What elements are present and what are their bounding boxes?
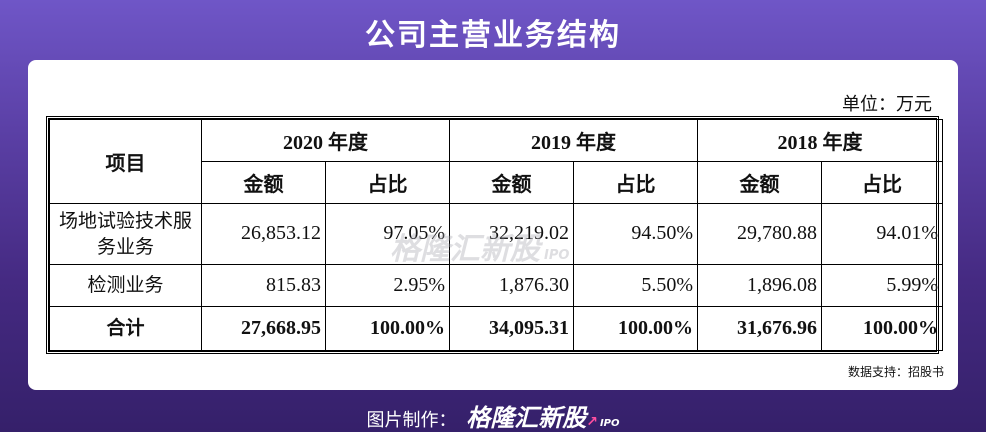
row-name: 合计: [49, 305, 202, 352]
footer-label: 图片制作：: [366, 410, 457, 431]
header-ratio: 占比: [821, 161, 943, 205]
cell-value: 27,668.95: [201, 305, 326, 352]
cell-value: 97.05%: [325, 203, 450, 265]
footer-brand-logo: 格隆汇新股↗ IPO: [466, 404, 619, 432]
header-year-2019: 2019 年度: [449, 118, 698, 163]
footer-brand: 格隆汇新股: [466, 404, 587, 432]
row-name: 场地试验技术服务业务: [49, 203, 202, 265]
row-name: 检测业务: [49, 263, 202, 307]
cell-value: 100.00%: [325, 305, 450, 352]
table-card: 单位：万元 项目 2020 年度 2019 年度 2018 年度 金额 占比 金…: [28, 60, 958, 390]
header-ratio: 占比: [325, 161, 450, 205]
cell-value: 815.83: [201, 263, 326, 307]
header-year-2020: 2020 年度: [201, 118, 450, 163]
header-ratio: 占比: [573, 161, 698, 205]
header-amount: 金额: [449, 161, 574, 205]
cell-value: 94.50%: [573, 203, 698, 265]
table-row-total: 合计 27,668.95 100.00% 34,095.31 100.00% 3…: [49, 305, 943, 352]
header-amount: 金额: [201, 161, 326, 205]
table-row: 检测业务 815.83 2.95% 1,876.30 5.50% 1,896.0…: [49, 263, 943, 307]
footer-sub: IPO: [599, 418, 620, 429]
cell-value: 1,876.30: [449, 263, 574, 307]
header-year-2018: 2018 年度: [697, 118, 943, 163]
cell-value: 2.95%: [325, 263, 450, 307]
cell-value: 5.50%: [573, 263, 698, 307]
header-amount: 金额: [697, 161, 822, 205]
unit-label: 单位：万元: [842, 94, 932, 114]
table-frame: 项目 2020 年度 2019 年度 2018 年度 金额 占比 金额 占比 金…: [46, 116, 943, 354]
business-structure-table: 项目 2020 年度 2019 年度 2018 年度 金额 占比 金额 占比 金…: [49, 118, 943, 352]
cell-value: 1,896.08: [697, 263, 822, 307]
source-note: 数据支持：招股书: [847, 365, 944, 379]
cell-value: 26,853.12: [201, 203, 326, 265]
header-item: 项目: [49, 118, 202, 205]
arrow-up-icon: ↗: [586, 414, 598, 430]
footer-credit: 图片制作： 格隆汇新股↗ IPO: [0, 398, 986, 432]
cell-value: 94.01%: [821, 203, 943, 265]
cell-value: 31,676.96: [697, 305, 822, 352]
page-title: 公司主营业务结构: [365, 18, 621, 53]
cell-value: 29,780.88: [697, 203, 822, 265]
cell-value: 100.00%: [573, 305, 698, 352]
cell-value: 32,219.02: [449, 203, 574, 265]
cell-value: 34,095.31: [449, 305, 574, 352]
cell-value: 5.99%: [821, 263, 943, 307]
cell-value: 100.00%: [821, 305, 943, 352]
table-row: 场地试验技术服务业务 26,853.12 97.05% 32,219.02 94…: [49, 203, 943, 265]
